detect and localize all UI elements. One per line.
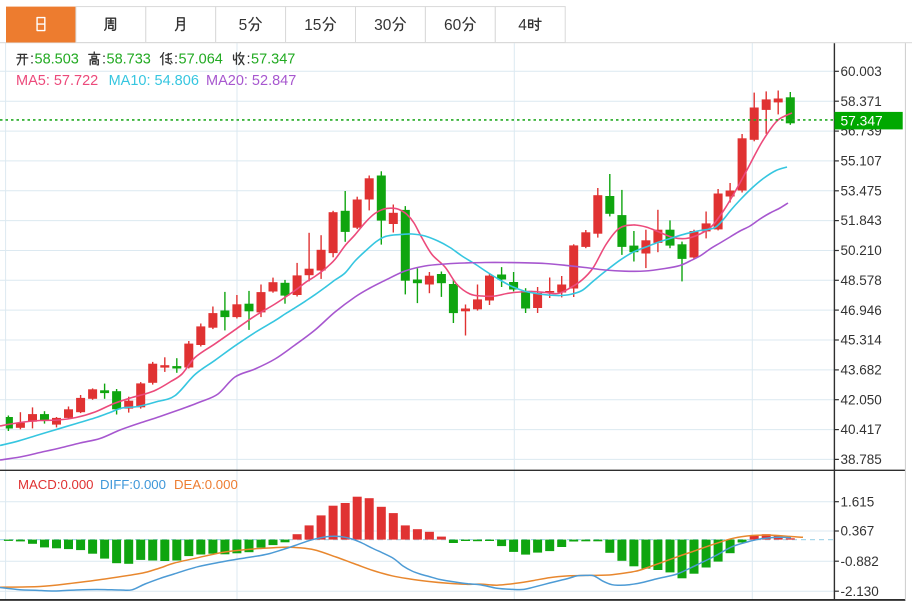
svg-text:-2.130: -2.130	[841, 584, 879, 599]
svg-text:15: 15	[304, 17, 321, 34]
svg-text:MA20: 52.847: MA20: 52.847	[206, 73, 296, 89]
svg-text:40.417: 40.417	[841, 422, 882, 437]
svg-text:60.003: 60.003	[841, 64, 882, 79]
svg-text:58.371: 58.371	[841, 94, 882, 109]
svg-text:58.733: 58.733	[107, 52, 151, 68]
svg-text:MACD:0.000: MACD:0.000	[18, 477, 94, 492]
svg-text:51.843: 51.843	[841, 213, 882, 228]
svg-text:-0.882: -0.882	[841, 554, 879, 569]
svg-text:60: 60	[444, 17, 462, 34]
svg-text::: :	[247, 52, 251, 68]
svg-text:48.578: 48.578	[841, 273, 882, 288]
svg-text:50.210: 50.210	[841, 243, 882, 258]
svg-text:42.050: 42.050	[841, 392, 882, 407]
svg-text:30: 30	[374, 17, 392, 34]
svg-text:MA5: 57.722: MA5: 57.722	[16, 73, 98, 89]
svg-text:0.367: 0.367	[841, 524, 875, 539]
svg-text:55.107: 55.107	[841, 154, 882, 169]
svg-text:5: 5	[239, 17, 248, 34]
svg-text:4: 4	[518, 17, 527, 34]
svg-text:MA10: 54.806: MA10: 54.806	[109, 73, 199, 89]
svg-text:58.503: 58.503	[35, 52, 79, 68]
svg-text::: :	[30, 52, 34, 68]
svg-text:46.946: 46.946	[841, 303, 882, 318]
svg-text:57.347: 57.347	[251, 52, 295, 68]
svg-text:53.475: 53.475	[841, 183, 882, 198]
svg-text:38.785: 38.785	[841, 452, 882, 467]
svg-text:57.347: 57.347	[841, 113, 883, 128]
svg-text::: :	[102, 52, 106, 68]
svg-text:1.615: 1.615	[841, 494, 875, 509]
svg-text:DIFF:0.000: DIFF:0.000	[100, 477, 166, 492]
svg-text:45.314: 45.314	[841, 333, 883, 348]
svg-text:43.682: 43.682	[841, 363, 882, 378]
svg-text:DEA:0.000: DEA:0.000	[174, 477, 238, 492]
svg-text:57.064: 57.064	[179, 52, 223, 68]
svg-text::: :	[174, 52, 178, 68]
